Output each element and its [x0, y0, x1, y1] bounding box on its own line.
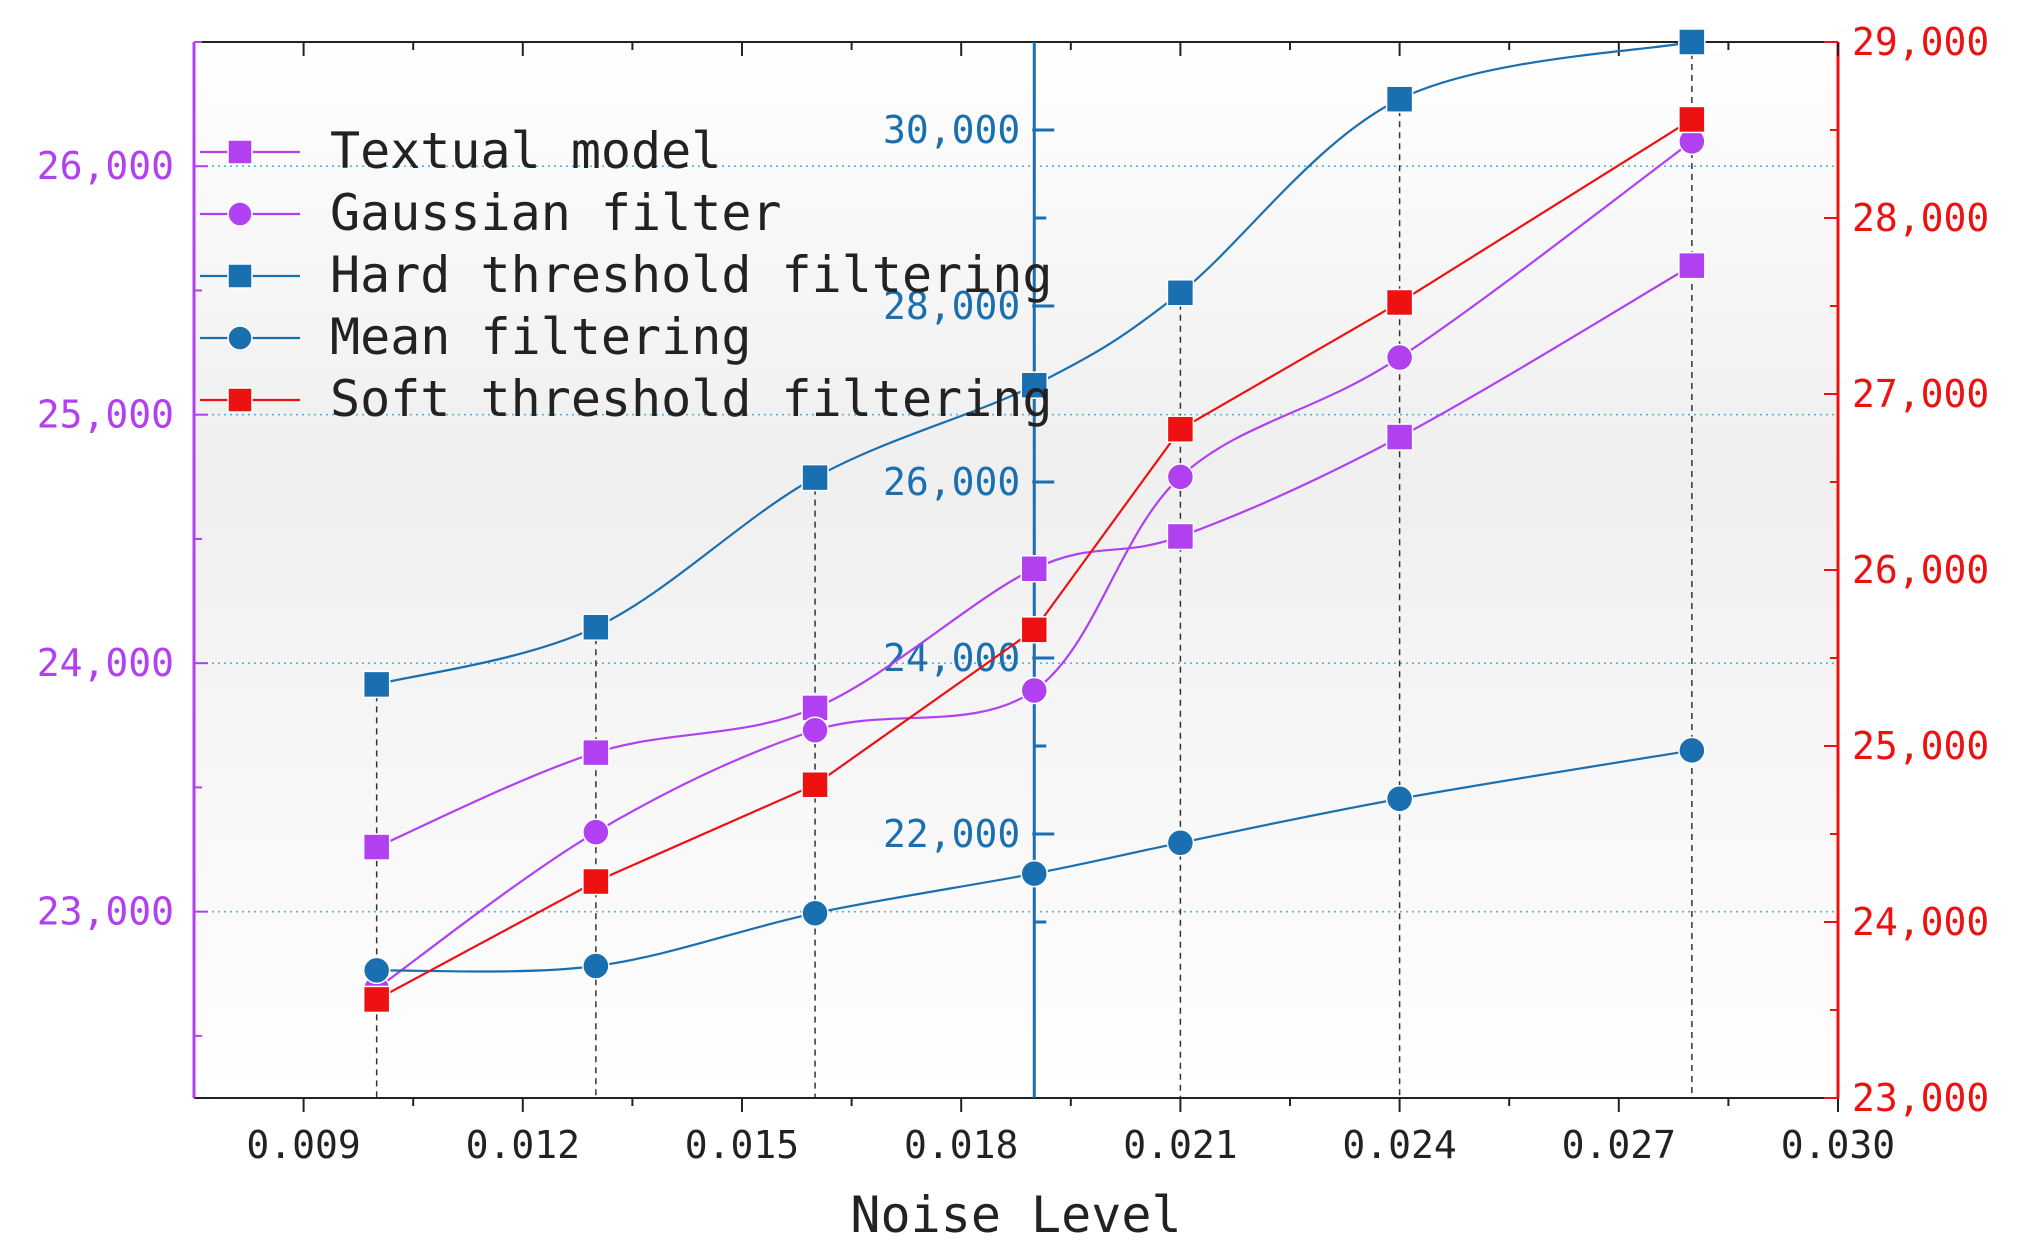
legend-item: Hard threshold filtering: [200, 246, 1052, 304]
right-tick-label: 27,000: [1852, 372, 1989, 416]
data-point: [582, 738, 610, 767]
x-tick-label: 0.030: [1781, 1123, 1895, 1167]
middle-tick-label: 30,000: [883, 108, 1020, 152]
legend-label: Mean filtering: [330, 308, 751, 366]
plot-background: [194, 42, 1838, 1098]
x-axis-label: Noise Level: [850, 1186, 1181, 1244]
data-point: [801, 899, 829, 927]
data-point: [1678, 105, 1706, 134]
data-point: [1020, 616, 1049, 644]
data-point: [1166, 415, 1195, 443]
x-tick-label: 0.018: [904, 1123, 1018, 1167]
data-point: [801, 463, 829, 492]
x-tick-label: 0.027: [1562, 1123, 1676, 1167]
legend-item: Gaussian filter: [200, 184, 782, 242]
legend-item: Soft threshold filtering: [200, 370, 1052, 428]
data-point: [582, 867, 610, 896]
data-point: [1385, 85, 1414, 113]
series-group: [362, 28, 1706, 1014]
data-point: [582, 613, 610, 641]
legend-marker: [227, 201, 253, 227]
right-tick-label: 26,000: [1852, 548, 1989, 592]
legend-label: Gaussian filter: [330, 184, 782, 242]
legend-label: Hard threshold filtering: [330, 246, 1052, 304]
middle-tick-label: 22,000: [883, 812, 1020, 856]
right-tick-label: 23,000: [1852, 1076, 1989, 1120]
data-point: [362, 833, 391, 861]
left-tick-label: 26,000: [37, 144, 174, 188]
left-tick-label: 23,000: [37, 890, 174, 934]
data-point: [1385, 343, 1414, 372]
series-mean-filtering: [362, 736, 1706, 985]
gridlines: [194, 165, 1838, 913]
series-gaussian-filter: [362, 127, 1706, 1003]
series-soft-threshold-filtering: [362, 105, 1706, 1014]
middle-tick-label: 28,000: [883, 284, 1020, 328]
data-point: [1385, 288, 1414, 317]
data-point: [1385, 423, 1414, 451]
data-point: [801, 716, 829, 745]
legend-marker: [227, 263, 253, 289]
x-tick-label: 0.012: [466, 1123, 580, 1167]
data-point: [582, 818, 610, 846]
left-tick-label: 25,000: [37, 393, 174, 437]
series-hard-threshold-filtering: [362, 28, 1706, 699]
axes: 0.009 0.012 0.015 0.018 0.021 0.024 0.027 0.030…: [37, 20, 1990, 1167]
legend-item: Mean filtering: [200, 308, 751, 366]
data-point: [1678, 736, 1706, 765]
data-point: [1020, 555, 1049, 583]
x-tick-label: 0.009: [246, 1123, 360, 1167]
data-point: [1166, 522, 1195, 551]
middle-tick-label: 24,000: [883, 636, 1020, 680]
right-tick-label: 29,000: [1852, 20, 1989, 64]
data-point: [1385, 785, 1414, 813]
left-tick-label: 24,000: [37, 641, 174, 685]
right-tick-label: 28,000: [1852, 196, 1989, 240]
legend-marker: [227, 139, 253, 165]
data-point: [362, 670, 391, 699]
data-point: [1166, 463, 1195, 491]
legend-item: Textual model: [200, 122, 721, 180]
legend-marker: [227, 325, 253, 351]
right-tick-label: 25,000: [1852, 724, 1989, 768]
legend-label: Soft threshold filtering: [330, 370, 1052, 428]
x-tick-label: 0.021: [1123, 1123, 1237, 1167]
data-point: [801, 770, 829, 799]
data-point: [1020, 676, 1049, 705]
data-point: [1678, 28, 1706, 56]
legend-marker: [227, 387, 253, 413]
right-tick-label: 24,000: [1852, 900, 1989, 944]
data-point: [1020, 371, 1049, 399]
data-point: [582, 952, 610, 980]
data-point: [362, 956, 391, 985]
data-point: [362, 985, 391, 1014]
x-tick-label: 0.015: [685, 1123, 799, 1167]
data-point: [1166, 829, 1195, 857]
middle-tick-label: 26,000: [883, 460, 1020, 504]
x-tick-label: 0.024: [1342, 1123, 1456, 1167]
legend-label: Textual model: [330, 122, 721, 180]
data-point: [1166, 279, 1195, 307]
data-point: [1678, 251, 1706, 280]
data-point: [1020, 859, 1049, 888]
